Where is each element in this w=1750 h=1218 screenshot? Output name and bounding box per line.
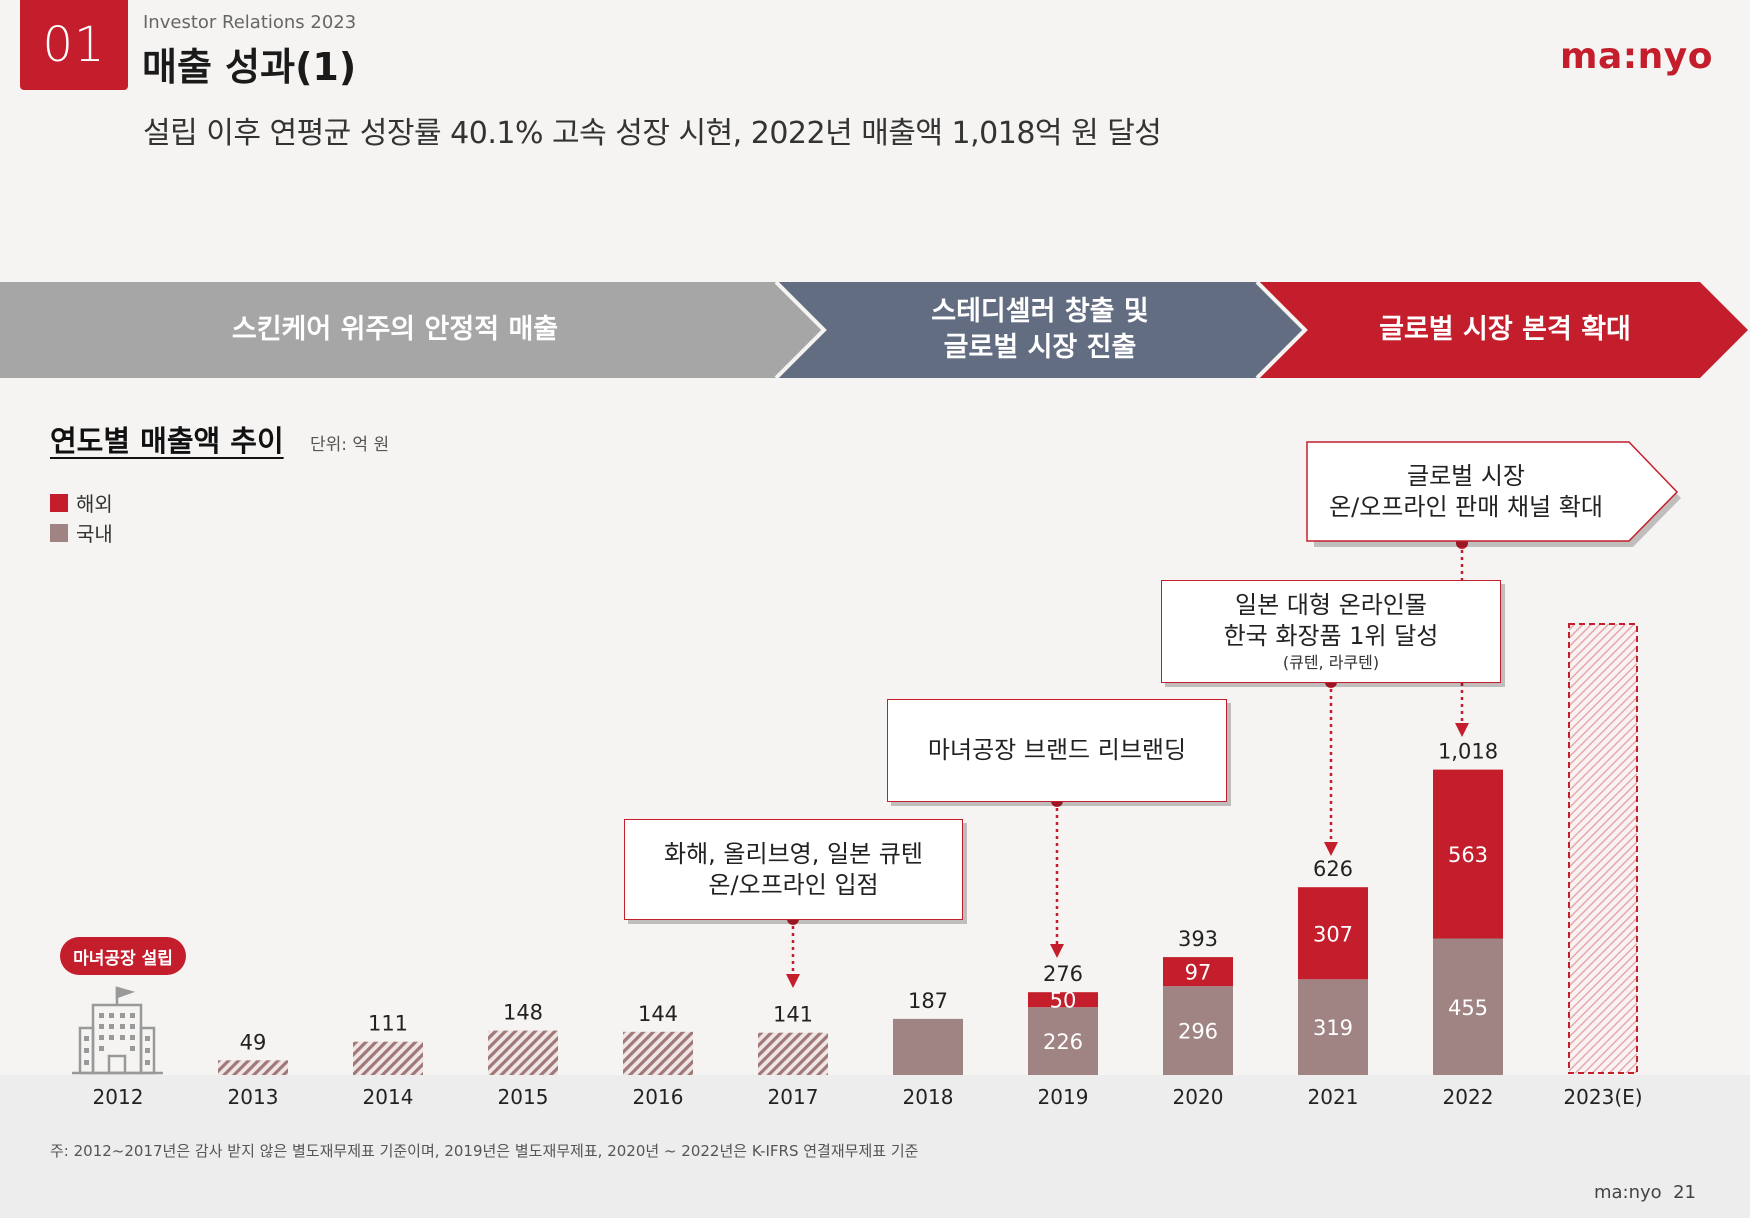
label-overseas-2021: 307 [1313, 922, 1353, 946]
label-domestic-2019: 226 [1043, 1030, 1083, 1054]
phase-label-1: 스킨케어 위주의 안정적 매출 [231, 314, 559, 345]
label-total-2013: 49 [240, 1030, 267, 1054]
label-total-2022: 1,018 [1438, 740, 1498, 764]
ir-label: Investor Relations 2023 [143, 12, 357, 33]
bar-domestic-2015 [488, 1030, 558, 1075]
x-tick-2023E: 2023(E) [1563, 1085, 1642, 1109]
section-number: 01 [42, 17, 106, 73]
connector-arrow-2017 [786, 974, 800, 988]
x-tick-2015: 2015 [498, 1085, 549, 1109]
phase-label-2: 스테디셀러 창출 및 글로벌 시장 진출 [931, 296, 1149, 363]
bar-domestic-2016 [623, 1031, 693, 1075]
label-total-2019: 276 [1043, 962, 1083, 986]
phase-arrows [0, 282, 1748, 378]
page-title: 매출 성과(1) [142, 45, 357, 89]
x-tick-2018: 2018 [903, 1085, 954, 1109]
phase-arrow-1 [0, 282, 824, 378]
callout-2019: 마녀공장 브랜드 리브랜딩 [887, 699, 1227, 802]
x-tick-2012: 2012 [93, 1085, 144, 1109]
bar-domestic-2013 [218, 1060, 288, 1075]
x-tick-2021: 2021 [1308, 1085, 1359, 1109]
bar-domestic-2020 [1163, 986, 1233, 1075]
callout-2021: 일본 대형 온라인몰 한국 화장품 1위 달성 (큐텐, 라쿠텐) [1161, 580, 1501, 683]
bar-overseas-2020 [1163, 957, 1233, 987]
x-tick-2013: 2013 [228, 1085, 279, 1109]
label-total-2017: 141 [773, 1003, 813, 1027]
bar-overseas-2021 [1298, 887, 1368, 980]
label-domestic-2021: 319 [1313, 1016, 1353, 1040]
brand-logo: ma:nyo [1559, 36, 1713, 77]
callout-2022: 글로벌 시장 온/오프라인 판매 채널 확대 [1329, 461, 1603, 521]
connector-arrow-2019 [1050, 944, 1064, 958]
label-total-2016: 144 [638, 1002, 678, 1026]
phase-arrow-3 [1257, 282, 1748, 378]
label-overseas-2020: 97 [1185, 961, 1212, 985]
phase-label-3: 글로벌 시장 본격 확대 [1379, 314, 1631, 345]
bar-domestic-2014 [353, 1041, 423, 1075]
label-total-2020: 393 [1178, 927, 1218, 951]
bar-domestic-2022 [1433, 938, 1503, 1075]
page-number: 21 [1673, 1182, 1696, 1203]
unit-label: 단위: 억 원 [310, 435, 390, 455]
bar-estimate-2023E [1568, 623, 1638, 1074]
x-tick-2022: 2022 [1443, 1085, 1494, 1109]
x-tick-2017: 2017 [768, 1085, 819, 1109]
label-total-2018: 187 [908, 989, 948, 1013]
page-subtitle: 설립 이후 연평균 성장률 40.1% 고속 성장 시현, 2022년 매출액 … [143, 116, 1162, 151]
founded-badge: 마녀공장 설립 [60, 937, 186, 975]
bar-domestic-2017 [758, 1032, 828, 1075]
label-overseas-2022: 563 [1448, 843, 1488, 867]
connector-arrow-2021 [1324, 842, 1338, 856]
footer-brand: ma:nyo 21 [1593, 1182, 1696, 1203]
label-total-2015: 148 [503, 1001, 543, 1025]
label-domestic-2020: 296 [1178, 1020, 1218, 1044]
x-tick-2019: 2019 [1038, 1085, 1089, 1109]
bar-domestic-2021 [1298, 979, 1368, 1075]
label-total-2014: 111 [368, 1012, 408, 1036]
label-total-2021: 626 [1313, 857, 1353, 881]
chart-ground [0, 1075, 1750, 1218]
footnote: 주: 2012~2017년은 감사 받지 않은 별도재무제표 기준이며, 201… [50, 1142, 919, 1160]
phase-arrow-2 [776, 282, 1305, 378]
legend-domestic: 국내 [50, 518, 113, 547]
label-overseas-2019: 50 [1050, 989, 1077, 1013]
building-icon [72, 986, 163, 1075]
callout-2017: 화해, 올리브영, 일본 큐텐 온/오프라인 입점 [624, 819, 963, 920]
label-domestic-2022: 455 [1448, 996, 1488, 1020]
bar-domestic-2019 [1028, 1007, 1098, 1075]
bar-overseas-2022 [1433, 769, 1503, 939]
connector-arrow-2022 [1455, 723, 1469, 737]
bar-overseas-2019 [1028, 992, 1098, 1008]
callout-2022-shape [1306, 441, 1681, 547]
bar-domestic-2018 [893, 1018, 963, 1075]
chart-title: 연도별 매출액 추이 [50, 424, 284, 458]
section-number-badge: 01 [20, 0, 128, 90]
legend-overseas-swatch [50, 493, 68, 512]
x-tick-2020: 2020 [1173, 1085, 1224, 1109]
x-tick-2014: 2014 [363, 1085, 414, 1109]
building-windows [84, 1013, 150, 1065]
legend-domestic-swatch [50, 523, 68, 542]
x-tick-2016: 2016 [633, 1085, 684, 1109]
legend-overseas: 해외 [50, 488, 113, 517]
